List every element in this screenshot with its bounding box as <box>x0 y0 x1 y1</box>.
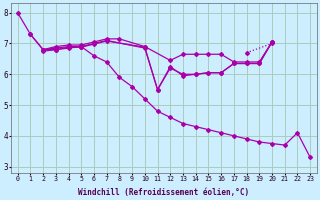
X-axis label: Windchill (Refroidissement éolien,°C): Windchill (Refroidissement éolien,°C) <box>78 188 250 197</box>
